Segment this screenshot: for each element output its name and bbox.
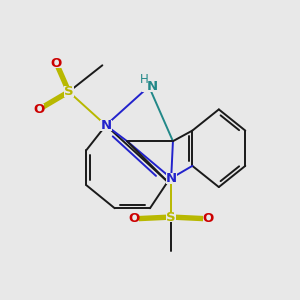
Text: S: S <box>167 211 176 224</box>
Text: O: O <box>128 212 140 225</box>
FancyBboxPatch shape <box>166 173 177 184</box>
Text: O: O <box>202 212 214 225</box>
Text: H: H <box>140 73 148 86</box>
FancyBboxPatch shape <box>100 120 112 130</box>
Text: O: O <box>51 57 62 70</box>
FancyBboxPatch shape <box>51 58 62 68</box>
FancyBboxPatch shape <box>129 214 140 224</box>
FancyBboxPatch shape <box>64 86 74 97</box>
FancyBboxPatch shape <box>166 212 176 222</box>
Text: N: N <box>166 172 177 185</box>
Text: N: N <box>100 119 111 132</box>
FancyBboxPatch shape <box>142 81 156 92</box>
Text: N: N <box>147 80 158 93</box>
FancyBboxPatch shape <box>203 214 214 224</box>
FancyBboxPatch shape <box>34 104 44 114</box>
Text: S: S <box>64 85 74 98</box>
Text: O: O <box>33 103 44 116</box>
